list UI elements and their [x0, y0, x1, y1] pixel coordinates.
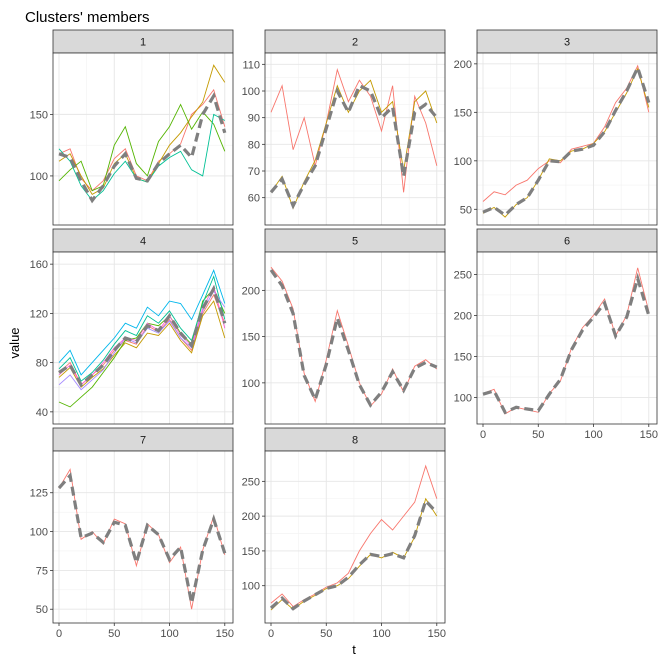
y-tick-label: 60: [248, 193, 260, 205]
panel-border: [264, 251, 446, 425]
plot-background: [53, 53, 233, 225]
centroid-series-line: [482, 63, 651, 218]
y-tick-label: 200: [454, 310, 472, 322]
plot-background: [265, 252, 445, 424]
y-tick-label: 200: [242, 285, 260, 297]
y-tick-label: 100: [242, 86, 260, 98]
member-series-line: [270, 464, 438, 608]
x-tick-label: 100: [160, 628, 178, 640]
facet-panel-1: 1 100 150: [30, 29, 234, 226]
y-tick-label: 200: [454, 59, 472, 71]
facet-panel-4: 4 40 80 120 160: [30, 228, 234, 425]
x-tick-label: 0: [480, 429, 486, 441]
member-series-line: [58, 275, 226, 382]
x-tick-label: 0: [56, 628, 62, 640]
x-tick-label: 150: [640, 429, 658, 441]
facet-strip-label: 7: [140, 435, 146, 447]
member-series-line: [58, 269, 226, 376]
y-tick-label: 100: [454, 156, 472, 168]
y-tick-label: 80: [248, 139, 260, 151]
y-tick-label: 100: [30, 171, 48, 183]
y-tick-label: 100: [30, 527, 48, 539]
y-tick-label: 75: [36, 565, 48, 577]
y-tick-label: 125: [30, 488, 48, 500]
x-tick-label: 150: [216, 628, 234, 640]
x-tick-label: 0: [268, 628, 274, 640]
x-tick-label: 50: [108, 628, 120, 640]
y-tick-label: 70: [248, 166, 260, 178]
facet-strip-label: 8: [352, 435, 358, 447]
panel-border: [52, 251, 234, 425]
y-tick-label: 200: [242, 511, 260, 523]
facet-panel-7: 7 50 75 100 125 0 50 100 150: [30, 427, 234, 640]
facet-strip-label: 4: [140, 236, 146, 248]
y-tick-label: 110: [242, 59, 260, 71]
y-axis-title: value: [7, 327, 22, 358]
panel-border: [476, 251, 658, 425]
y-tick-label: 80: [36, 358, 48, 370]
centroid-series-line: [58, 91, 227, 204]
y-tick-label: 150: [30, 109, 48, 121]
plot-background: [477, 252, 657, 424]
centroid-series-line: [57, 472, 227, 604]
y-tick-label: 150: [242, 546, 260, 558]
y-tick-label: 150: [454, 351, 472, 363]
y-tick-label: 50: [460, 204, 472, 216]
facet-strip-label: 1: [140, 37, 146, 49]
y-tick-label: 120: [30, 308, 48, 320]
y-tick-label: 90: [248, 113, 260, 125]
x-tick-label: 100: [584, 429, 602, 441]
centroid-series-line: [482, 272, 651, 415]
facet-strip-label: 6: [564, 236, 570, 248]
x-tick-label: 50: [532, 429, 544, 441]
centroid-series-line: [269, 497, 438, 611]
x-tick-label: 50: [320, 628, 332, 640]
facet-panel-2: 2 60 70 80 90 100 110: [242, 29, 446, 226]
panel-border: [52, 52, 234, 226]
y-tick-label: 100: [242, 581, 260, 593]
facet-strip-label: 3: [564, 37, 570, 49]
plot-background: [265, 53, 445, 225]
y-tick-label: 150: [454, 107, 472, 119]
facet-panel-5: 5 100 150 200: [242, 228, 446, 425]
y-tick-label: 160: [30, 259, 48, 271]
x-tick-label: 150: [428, 628, 446, 640]
facet-strip-label: 2: [352, 37, 358, 49]
panel-border: [52, 450, 234, 624]
x-axis-title: t: [352, 642, 356, 657]
panel-border: [264, 52, 446, 226]
plot-background: [477, 53, 657, 225]
facet-panel-6: 6 100 150 200 250 0 50 100 150: [454, 228, 658, 441]
plot-background: [53, 451, 233, 623]
facet-panel-8: 8 100 150 200 250 0 50 100 150: [242, 427, 446, 640]
y-tick-label: 250: [242, 476, 260, 488]
panel-border: [476, 52, 658, 226]
x-tick-label: 100: [372, 628, 390, 640]
centroid-series-line: [269, 83, 439, 210]
facet-panel-3: 3 50 100 150 200: [454, 29, 658, 226]
y-tick-label: 150: [242, 332, 260, 344]
chart-title: Clusters' members: [25, 9, 150, 26]
plot-background: [265, 451, 445, 623]
y-tick-label: 100: [454, 392, 472, 404]
centroid-series-line: [58, 284, 227, 388]
y-tick-label: 50: [36, 604, 48, 616]
y-tick-label: 100: [242, 378, 260, 390]
facet-strip-label: 5: [352, 236, 358, 248]
member-series-line: [58, 300, 226, 388]
facet-panels: 1100150260708090100110350100150200440801…: [30, 29, 658, 640]
y-tick-label: 250: [454, 269, 472, 281]
y-tick-label: 40: [36, 407, 48, 419]
member-series-line: [58, 103, 226, 192]
panel-border: [264, 450, 446, 624]
